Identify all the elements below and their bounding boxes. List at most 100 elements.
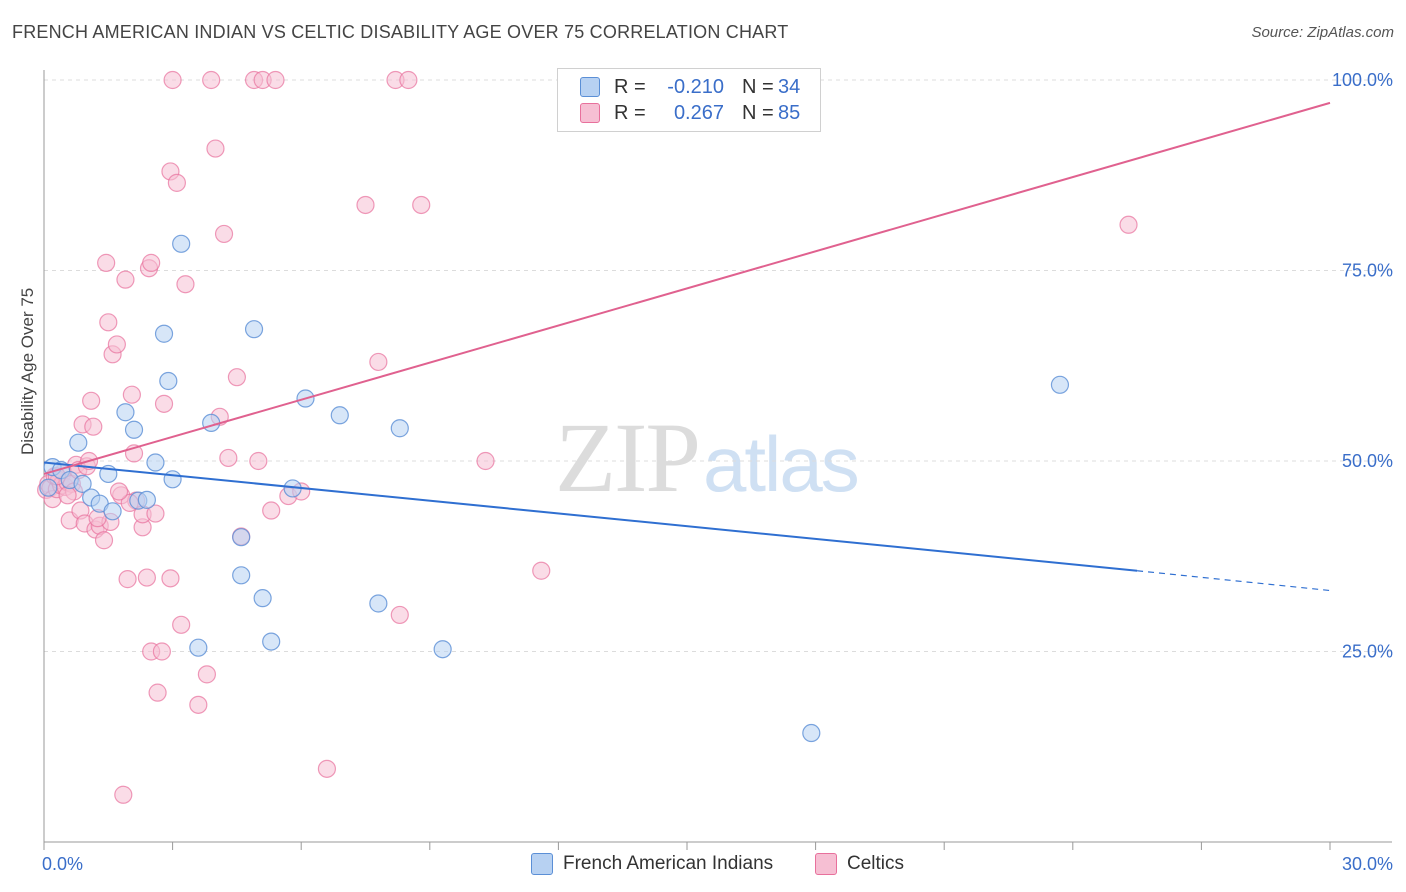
point-french-american-indians xyxy=(159,371,178,391)
watermark-atlas: atlas xyxy=(703,420,860,508)
point-celtics xyxy=(152,642,171,661)
point-celtics xyxy=(82,391,101,410)
point-celtics xyxy=(167,173,186,192)
point-french-american-indians xyxy=(244,320,264,339)
point-celtics xyxy=(97,253,116,272)
x-tick-label-min: 0.0% xyxy=(42,854,83,874)
point-celtics xyxy=(532,561,551,580)
point-french-american-indians xyxy=(369,594,388,613)
point-french-american-indians xyxy=(154,324,174,343)
point-celtics xyxy=(114,785,133,804)
legend-r-label: R = xyxy=(614,75,646,98)
point-celtics xyxy=(172,615,191,634)
y-axis-label: Disability Age Over 75 xyxy=(18,287,37,455)
point-french-american-indians xyxy=(202,413,221,432)
legend-swatch-blue xyxy=(580,77,600,97)
point-french-american-indians xyxy=(262,632,281,651)
legend-swatch-pink xyxy=(580,103,600,123)
legend-label-celtics: Celtics xyxy=(847,853,905,874)
series-legend: French American Indians Celtics xyxy=(0,851,1406,879)
legend-n-label: N = xyxy=(742,75,774,98)
trendline-celtics xyxy=(43,101,1331,475)
legend-item-celtics[interactable]: Celtics xyxy=(815,853,904,875)
point-celtics xyxy=(154,394,174,413)
legend-r-value: -0.210 xyxy=(667,75,724,98)
point-french-american-indians xyxy=(39,478,58,497)
point-french-american-indians xyxy=(189,638,208,657)
legend-row-french: R = -0.210 N = 34 xyxy=(580,75,800,99)
watermark-zip: ZIP xyxy=(555,402,701,513)
point-french-american-indians xyxy=(116,403,135,422)
legend-r-label: R = xyxy=(614,101,646,124)
point-celtics xyxy=(369,352,388,372)
watermark: ZIPatlas xyxy=(555,400,860,515)
point-celtics xyxy=(390,605,409,625)
point-celtics xyxy=(227,368,246,387)
point-celtics xyxy=(249,451,268,471)
legend-n-value: 34 xyxy=(778,75,801,98)
legend-n-value: 85 xyxy=(778,101,801,124)
correlation-legend: R = -0.210 N = 34 R = 0.267 N = 85 xyxy=(557,68,821,132)
point-celtics xyxy=(399,70,418,90)
point-french-american-indians xyxy=(802,723,821,743)
point-celtics xyxy=(109,482,129,501)
trendline-french-american-indians-extension xyxy=(1137,570,1331,592)
chart-title: FRENCH AMERICAN INDIAN VS CELTIC DISABIL… xyxy=(12,22,789,42)
y-tick-label: 25.0% xyxy=(1342,642,1393,662)
point-french-american-indians xyxy=(103,502,122,521)
legend-n-label: N = xyxy=(742,101,774,124)
point-french-american-indians xyxy=(73,474,92,493)
point-french-american-indians xyxy=(330,406,349,425)
point-celtics xyxy=(476,451,495,471)
legend-item-french-american-indians[interactable]: French American Indians xyxy=(531,853,773,875)
point-french-american-indians xyxy=(232,566,251,585)
point-celtics xyxy=(94,531,114,550)
point-celtics xyxy=(202,70,221,90)
point-celtics xyxy=(118,570,137,589)
point-celtics xyxy=(317,759,337,778)
trendline-french-american-indians xyxy=(43,461,1138,572)
point-celtics xyxy=(266,70,285,90)
point-celtics xyxy=(1119,215,1138,234)
point-celtics xyxy=(356,195,375,215)
legend-label-french: French American Indians xyxy=(563,853,774,874)
point-french-american-indians xyxy=(163,470,182,489)
point-celtics xyxy=(262,501,281,520)
point-celtics xyxy=(412,195,431,215)
y-tick-label: 75.0% xyxy=(1342,261,1393,281)
point-french-american-indians xyxy=(137,490,156,509)
point-french-american-indians xyxy=(433,640,452,659)
point-french-american-indians xyxy=(232,528,251,547)
legend-row-celtics: R = 0.267 N = 85 xyxy=(580,101,800,125)
point-celtics xyxy=(189,695,208,714)
point-celtics xyxy=(84,417,103,436)
point-french-american-indians xyxy=(253,589,272,608)
point-celtics xyxy=(146,504,165,523)
point-french-american-indians xyxy=(172,234,191,253)
point-celtics xyxy=(142,253,161,272)
point-celtics xyxy=(197,665,216,684)
legend-swatch-blue xyxy=(531,853,553,875)
x-tick-label-max: 30.0% xyxy=(1342,854,1393,874)
point-french-american-indians xyxy=(390,419,409,438)
point-celtics xyxy=(206,139,225,158)
point-celtics xyxy=(219,448,238,468)
point-celtics xyxy=(58,486,77,505)
point-french-american-indians xyxy=(1050,375,1070,394)
legend-swatch-pink xyxy=(815,853,837,875)
y-tick-label: 100.0% xyxy=(1332,70,1393,90)
point-celtics xyxy=(148,683,167,702)
point-celtics xyxy=(137,568,156,587)
point-celtics xyxy=(107,335,126,354)
y-tick-label: 50.0% xyxy=(1342,451,1393,471)
point-celtics xyxy=(161,569,180,588)
point-celtics xyxy=(176,275,195,294)
source-label: Source: ZipAtlas.com xyxy=(1251,24,1394,41)
point-celtics xyxy=(214,224,234,244)
legend-r-value: 0.267 xyxy=(673,101,724,124)
point-french-american-indians xyxy=(146,453,165,472)
point-celtics xyxy=(116,270,135,289)
point-french-american-indians xyxy=(69,433,88,452)
point-celtics xyxy=(99,313,118,332)
